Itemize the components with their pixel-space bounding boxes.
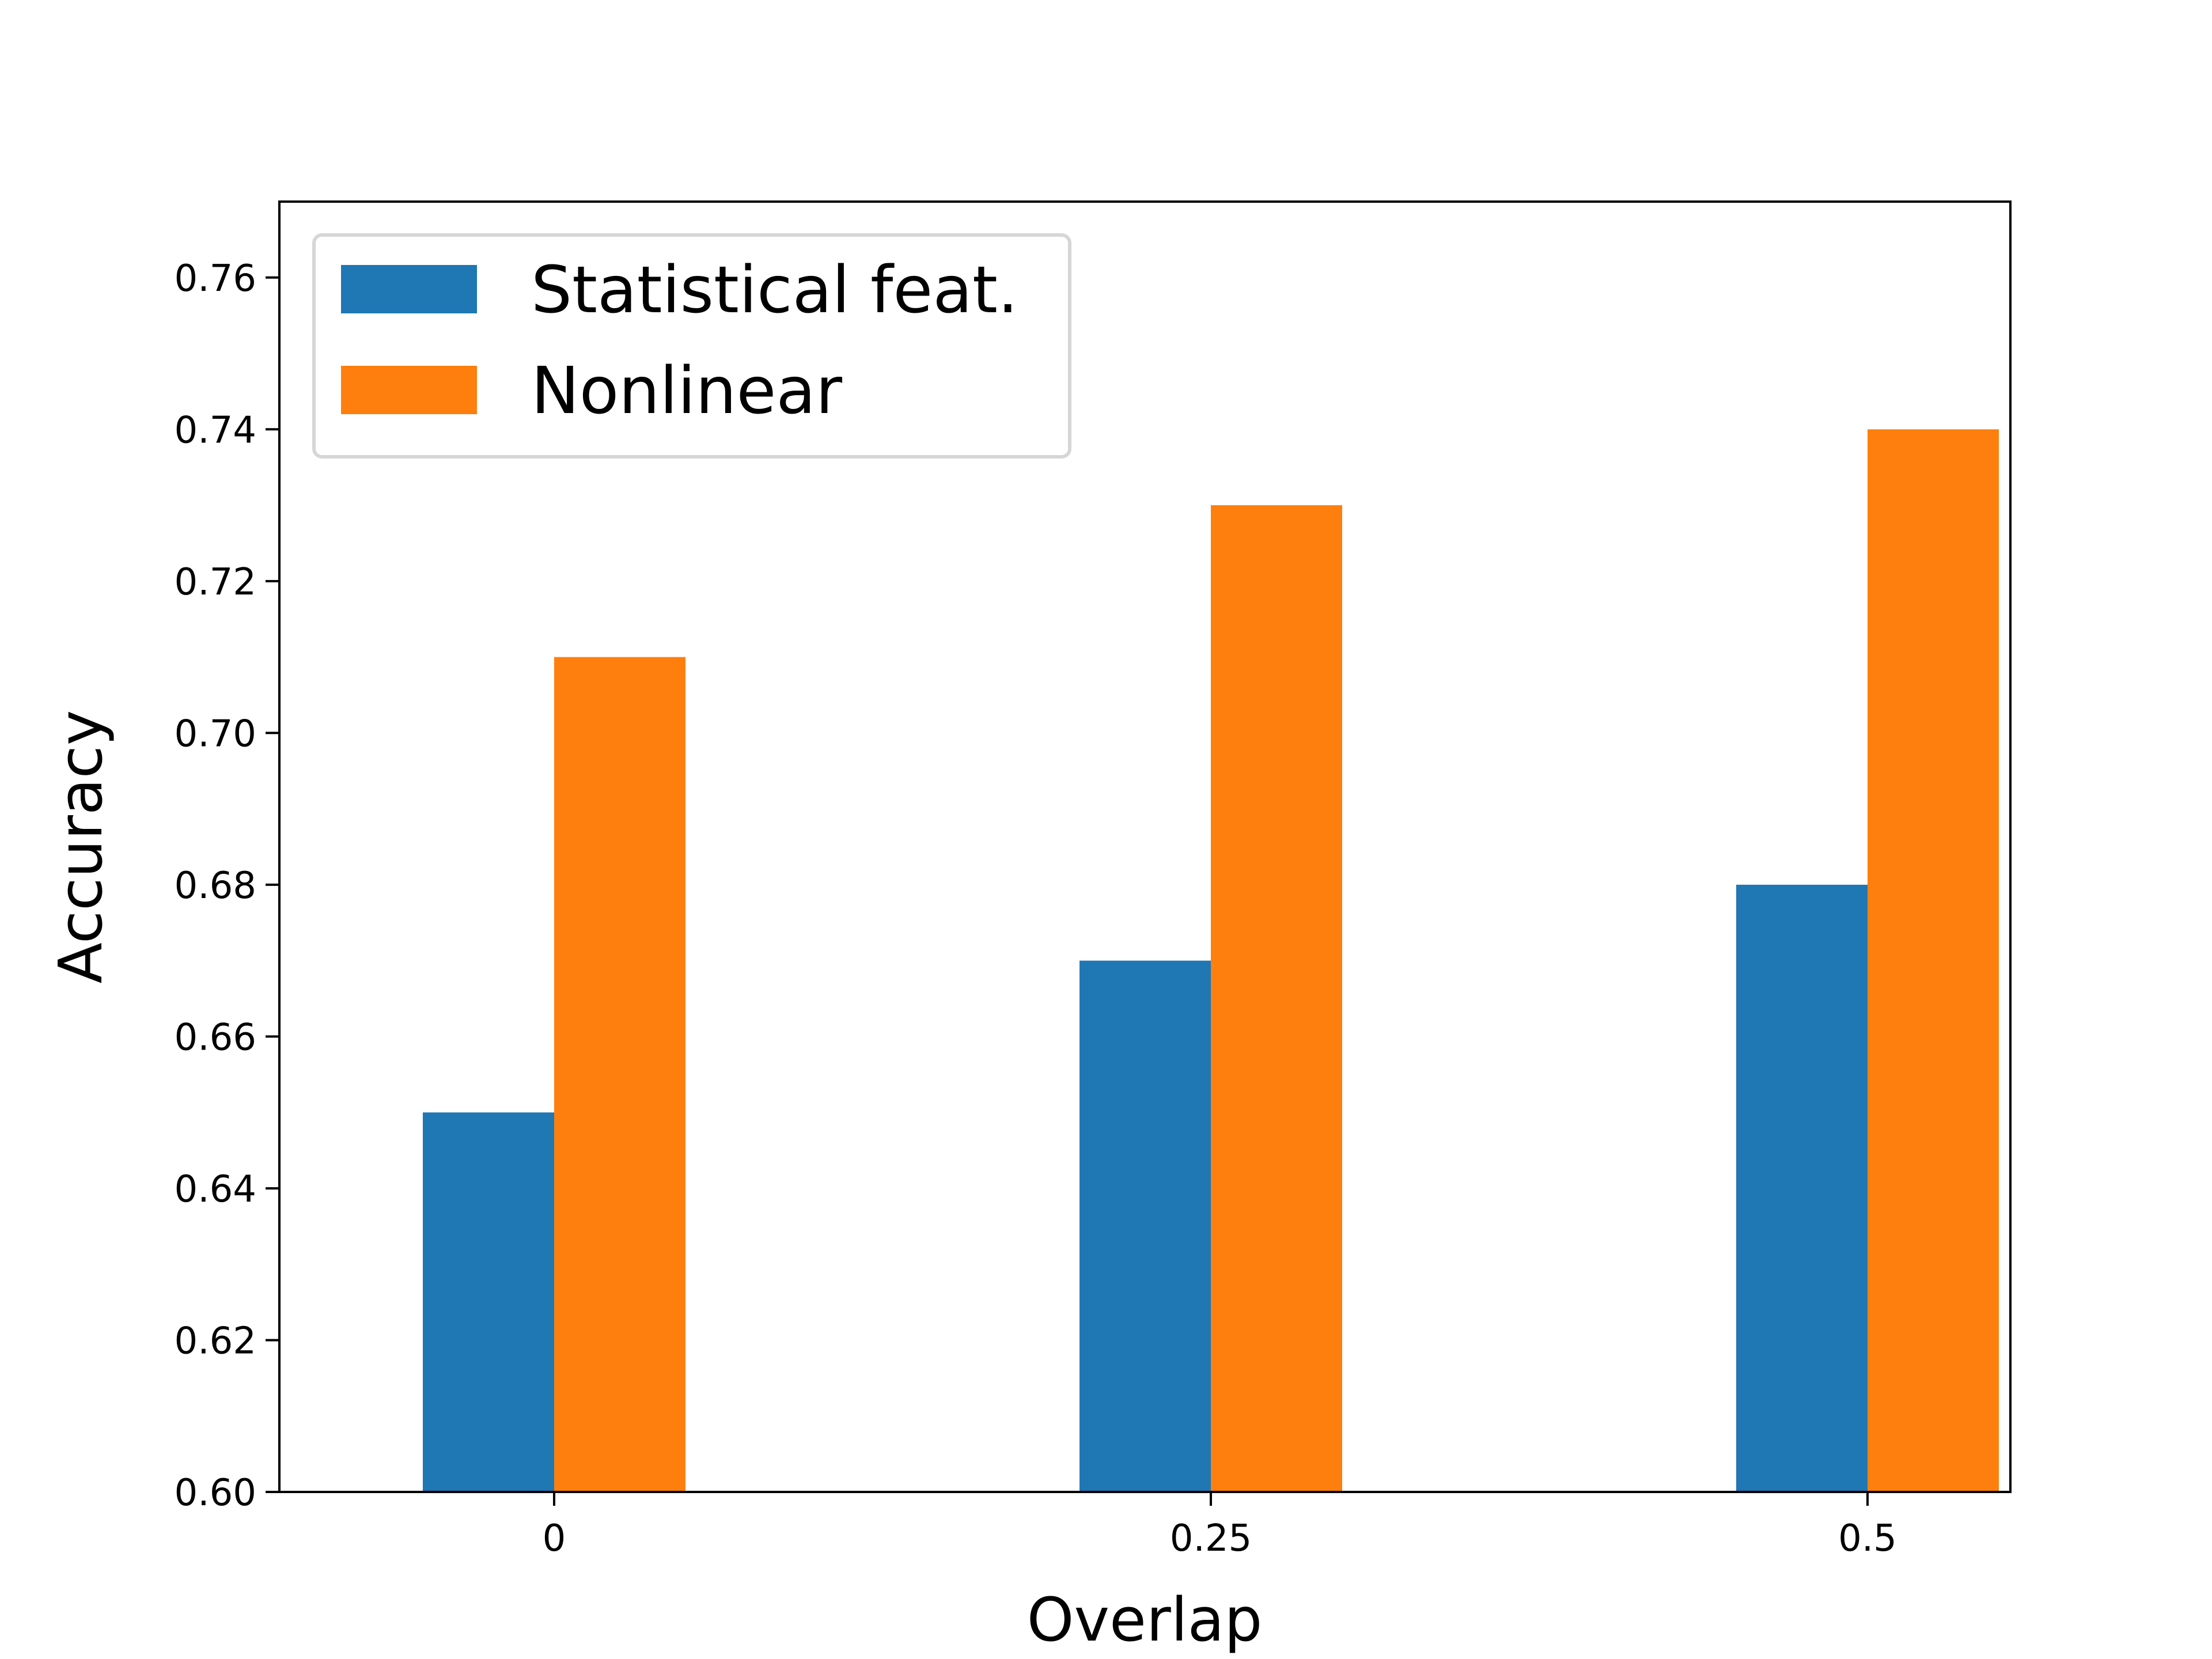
y-axis: 0.60 0.62 0.64 0.66 0.68 0.70 0.72 0.74 0.76 <box>175 257 279 1514</box>
bar-nonlinear-1 <box>1211 505 1342 1492</box>
legend-swatch <box>341 265 477 313</box>
legend: Statistical feat. Nonlinear <box>312 233 1071 459</box>
y-tick-label: 0.68 <box>175 865 257 907</box>
y-tick-label: 0.74 <box>175 409 257 452</box>
x-axis-label: Overlap <box>1027 1585 1263 1655</box>
bar-statistical-2 <box>1736 884 1868 1492</box>
bars-group <box>423 429 1999 1492</box>
y-tick-label: 0.64 <box>175 1168 257 1211</box>
bar-statistical-1 <box>1080 960 1211 1492</box>
bar-statistical-0 <box>423 1112 554 1492</box>
legend-label: Statistical feat. <box>531 253 1018 328</box>
legend-swatch <box>341 366 477 414</box>
x-tick-label: 0.25 <box>1170 1517 1252 1560</box>
y-tick-label: 0.62 <box>175 1320 257 1362</box>
bar-nonlinear-0 <box>554 657 685 1492</box>
x-tick-label: 0.5 <box>1838 1517 1897 1560</box>
x-tick-label: 0 <box>543 1517 566 1560</box>
y-tick-label: 0.60 <box>175 1472 257 1514</box>
y-tick-label: 0.72 <box>175 561 257 604</box>
y-tick-label: 0.70 <box>175 713 257 755</box>
legend-box <box>312 233 1071 459</box>
y-axis-label: Accuracy <box>46 710 116 984</box>
y-tick-label: 0.66 <box>175 1016 257 1059</box>
y-tick-label: 0.76 <box>175 257 257 300</box>
bar-nonlinear-2 <box>1868 429 1999 1492</box>
legend-label: Nonlinear <box>531 354 843 429</box>
x-axis: 0 0.25 0.5 <box>543 1492 1897 1560</box>
plot-frame <box>278 200 2012 1493</box>
